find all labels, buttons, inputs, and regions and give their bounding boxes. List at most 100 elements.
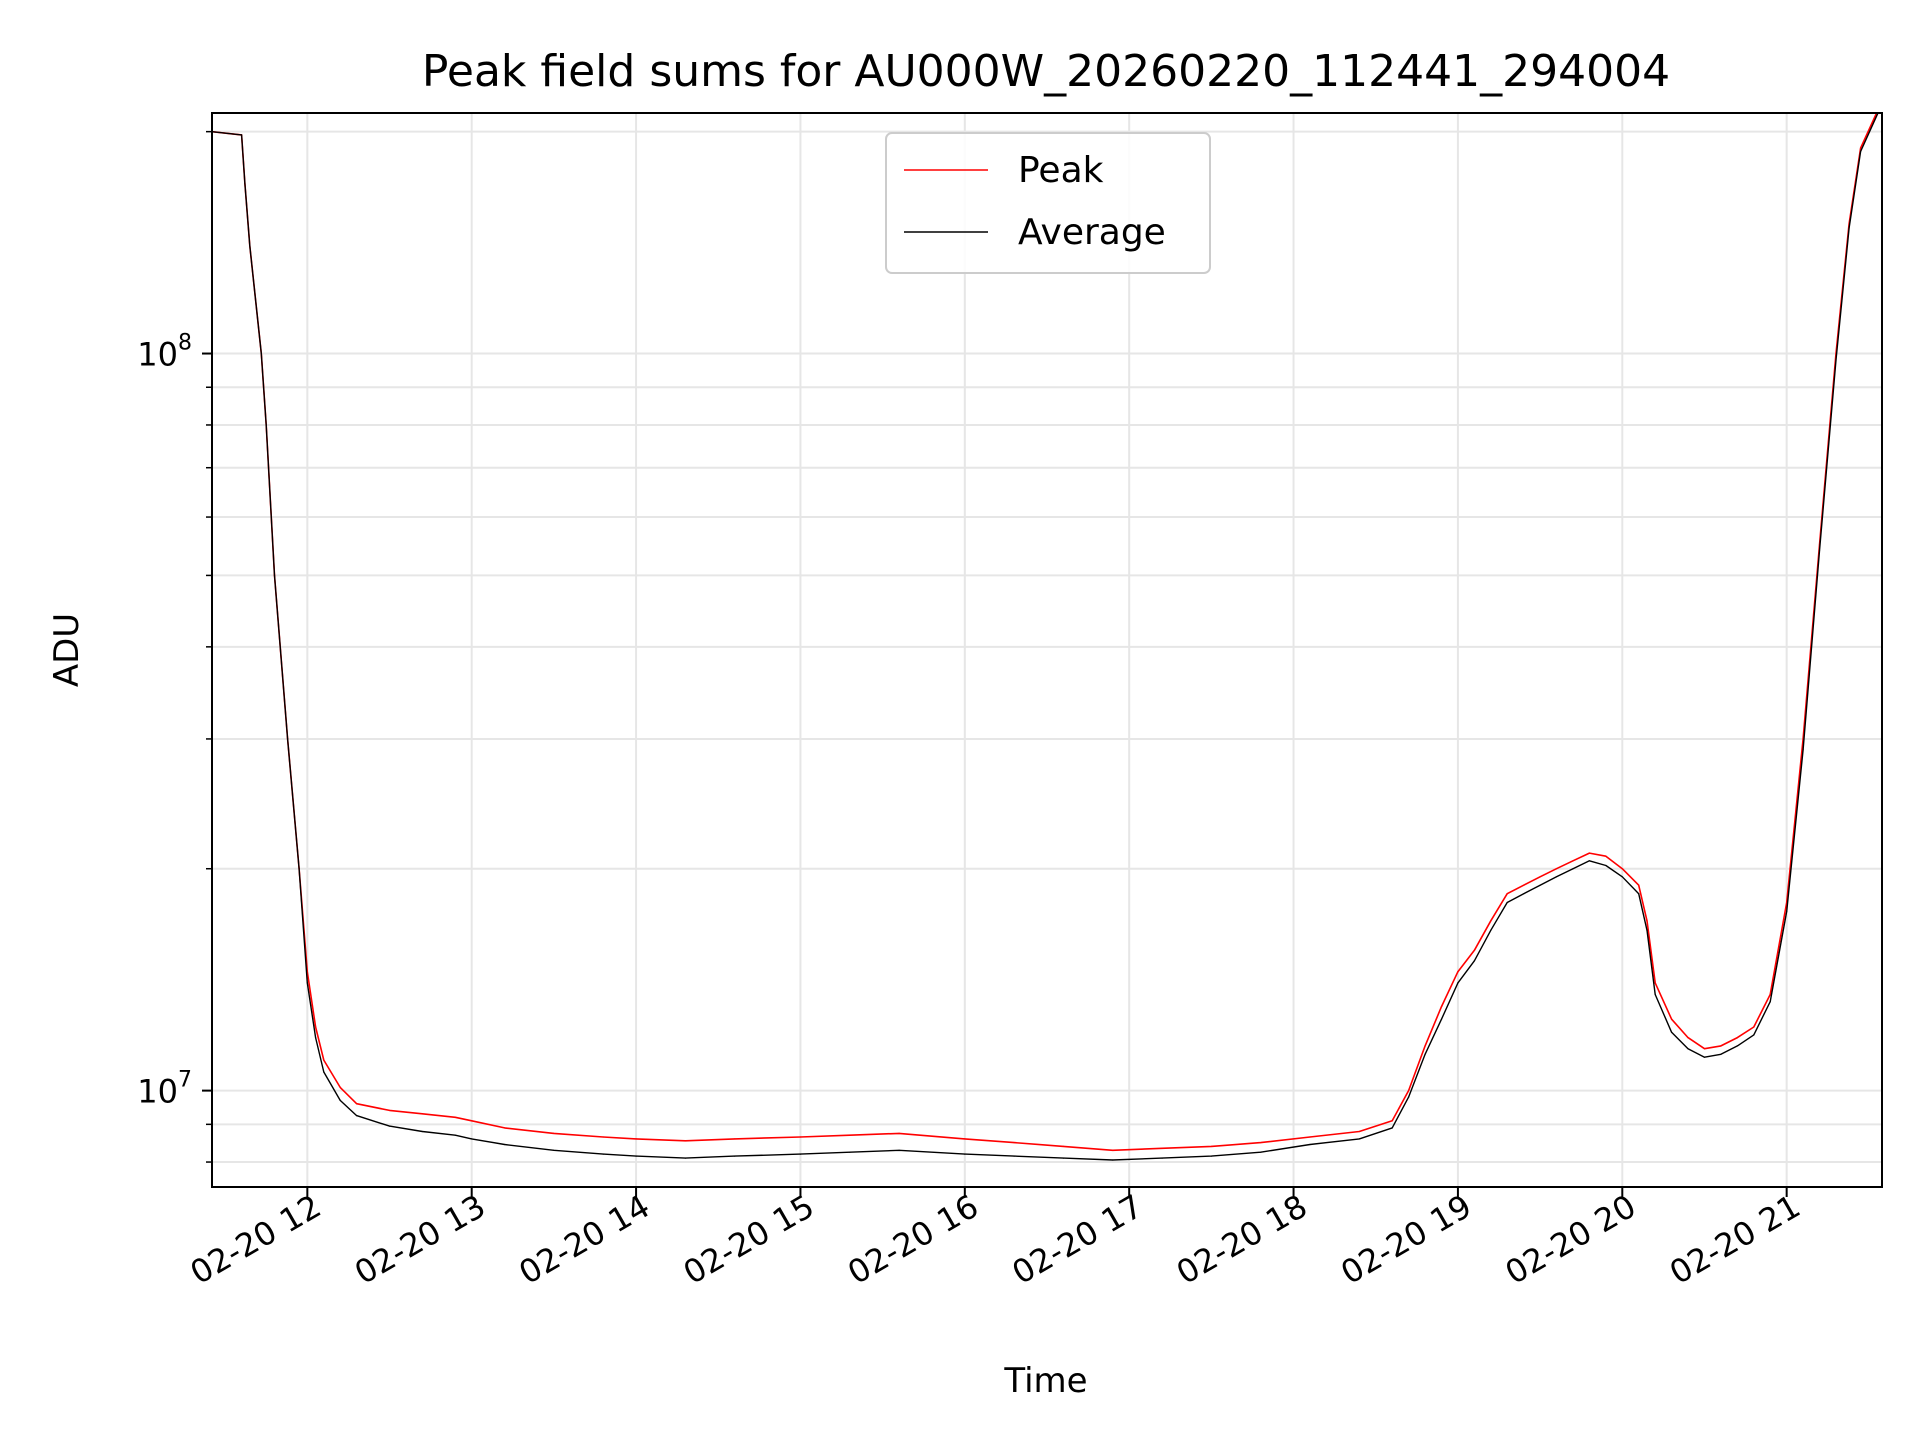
data-point-average — [1621, 876, 1623, 878]
data-point-peak — [1720, 1045, 1722, 1047]
data-point-peak — [1703, 1048, 1706, 1050]
data-point-average — [244, 183, 246, 185]
data-point-peak — [1523, 884, 1525, 886]
data-point-average — [1424, 1053, 1426, 1055]
data-point-peak — [1687, 1037, 1689, 1039]
data-point-average — [1161, 1157, 1163, 1159]
data-point-average — [1835, 359, 1837, 361]
data-point-average — [273, 574, 276, 577]
data-point-peak — [1506, 893, 1508, 895]
data-point-peak — [1260, 1142, 1262, 1144]
data-point-peak — [471, 1120, 473, 1122]
data-point-average — [1753, 1034, 1755, 1036]
series-line-peak — [212, 113, 1878, 1152]
data-point-average — [1473, 960, 1475, 962]
legend-box — [885, 132, 1211, 274]
y-tick-exponent: 7 — [178, 1068, 192, 1093]
data-point-average — [734, 1155, 736, 1157]
data-point-peak — [315, 1026, 317, 1028]
data-point-peak — [1860, 147, 1862, 149]
legend: Peak Average — [885, 132, 1211, 274]
data-point-average — [306, 982, 308, 984]
data-point-average — [1490, 929, 1492, 931]
data-point-average — [1358, 1138, 1360, 1140]
data-point-average — [1818, 550, 1821, 552]
data-point-average — [1654, 993, 1656, 996]
data-point-peak — [504, 1127, 506, 1129]
data-point-peak — [635, 1138, 637, 1140]
data-point-peak — [1736, 1037, 1738, 1039]
data-point-average — [260, 352, 262, 355]
data-point-peak — [356, 1103, 358, 1105]
data-point-average — [1523, 893, 1525, 895]
data-point-average — [1671, 1031, 1673, 1033]
legend-label-peak: Peak — [1018, 150, 1104, 191]
data-point-peak — [898, 1132, 900, 1134]
data-point-peak — [1490, 920, 1492, 922]
data-point-average — [249, 245, 251, 247]
data-point-average — [1769, 1001, 1771, 1003]
data-point-average — [356, 1115, 358, 1117]
data-point-average — [1802, 749, 1804, 751]
data-point-average — [315, 1037, 317, 1039]
data-point-average — [1720, 1053, 1722, 1055]
data-point-peak — [1654, 982, 1656, 984]
data-point-average — [1572, 868, 1574, 870]
data-point-peak — [734, 1138, 736, 1140]
y-tick-label: 108 — [137, 331, 192, 374]
data-point-average — [421, 1130, 423, 1133]
data-point-peak — [849, 1134, 851, 1136]
data-point-peak — [1013, 1142, 1015, 1144]
data-point-average — [1555, 876, 1558, 878]
plot-frame — [211, 112, 1883, 1188]
data-point-average — [849, 1151, 851, 1153]
data-point-average — [1646, 929, 1648, 931]
data-point-peak — [1408, 1090, 1410, 1092]
data-point-average — [1457, 982, 1459, 984]
data-point-average — [1786, 910, 1788, 913]
data-point-average — [602, 1153, 604, 1155]
data-point-average — [684, 1157, 687, 1159]
data-point-average — [1440, 1018, 1443, 1020]
data-point-peak — [454, 1116, 456, 1118]
data-point-average — [1736, 1045, 1738, 1047]
data-point-peak — [1638, 884, 1640, 886]
data-point-average — [964, 1153, 966, 1155]
data-point-average — [298, 868, 300, 870]
data-point-peak — [1358, 1130, 1360, 1133]
data-point-average — [1309, 1143, 1311, 1146]
data-point-average — [1687, 1048, 1689, 1050]
data-point-peak — [1473, 949, 1475, 951]
data-point-peak — [1621, 868, 1623, 870]
data-point-peak — [1210, 1145, 1212, 1147]
data-point-average — [1260, 1151, 1262, 1153]
chart-title: Peak field sums for AU000W_20260220_1124… — [422, 46, 1670, 97]
data-point-peak — [1457, 971, 1459, 973]
data-point-average — [1588, 860, 1590, 862]
data-point-peak — [1391, 1120, 1393, 1122]
data-point-peak — [388, 1109, 391, 1111]
grid-layer — [212, 113, 1882, 1187]
data-point-peak — [323, 1059, 325, 1061]
x-axis-label: Time — [1003, 1361, 1087, 1401]
data-point-peak — [1646, 920, 1648, 922]
data-point-peak — [1671, 1018, 1673, 1020]
data-point-peak — [1753, 1026, 1755, 1028]
data-point-average — [1112, 1159, 1114, 1161]
data-point-average — [898, 1149, 900, 1151]
data-point-average — [1062, 1157, 1064, 1159]
data-point-peak — [1161, 1147, 1163, 1149]
data-point-average — [323, 1071, 325, 1073]
data-point-average — [504, 1143, 506, 1146]
legend-label-average: Average — [1018, 212, 1166, 253]
data-point-average — [1013, 1155, 1015, 1157]
data-point-average — [1605, 864, 1607, 867]
series-line-average — [212, 113, 1879, 1161]
data-point-average — [799, 1153, 802, 1155]
data-point-peak — [1440, 1006, 1443, 1008]
y-axis-label: ADU — [47, 613, 87, 687]
data-point-average — [1848, 227, 1850, 229]
data-point-average — [1210, 1155, 1212, 1157]
data-point-peak — [553, 1132, 555, 1134]
